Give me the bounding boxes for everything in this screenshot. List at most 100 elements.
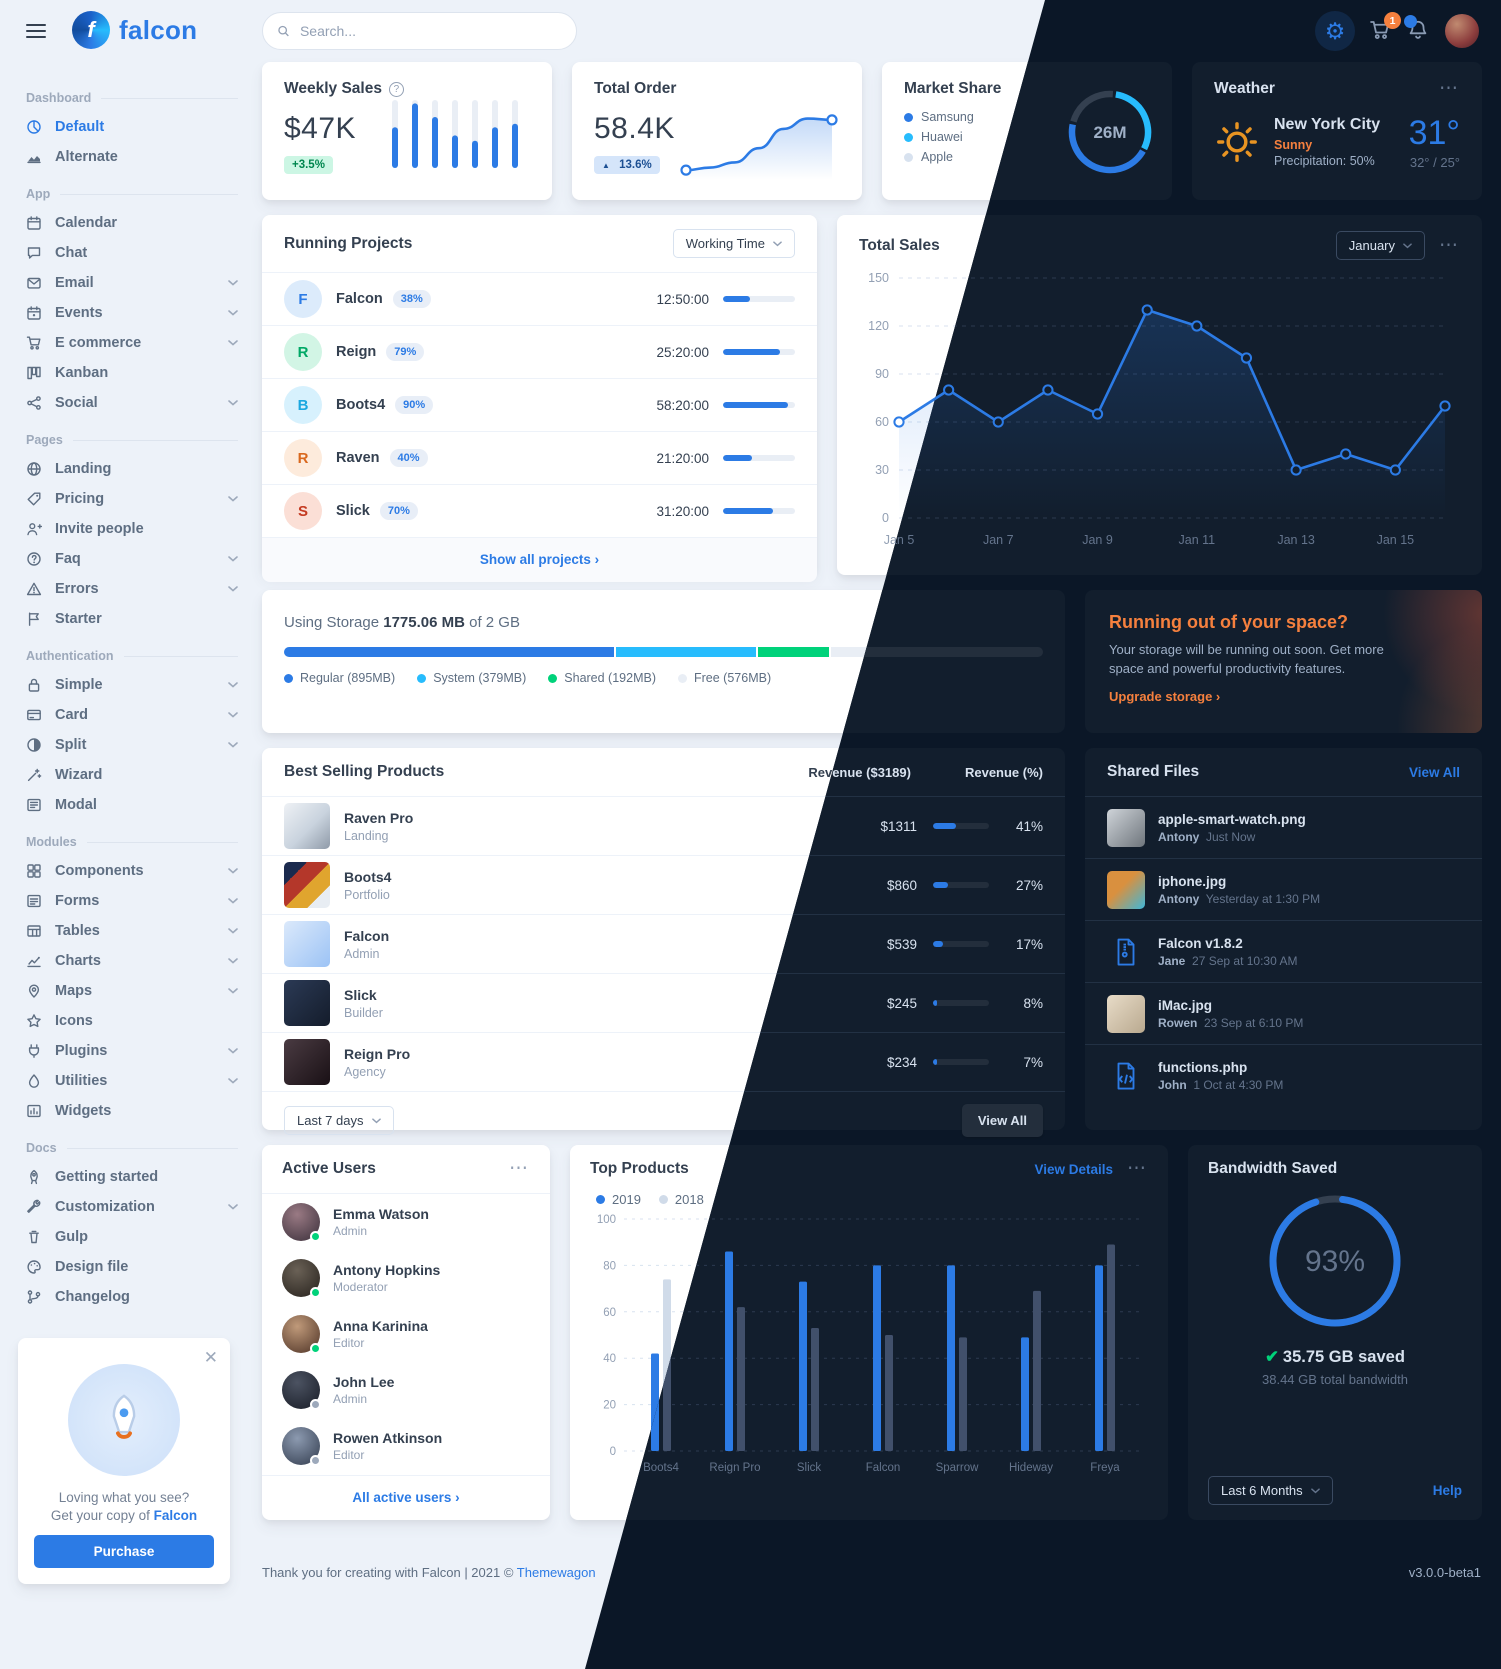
user-name[interactable]: Emma Watson xyxy=(333,1206,429,1222)
close-icon[interactable]: ✕ xyxy=(203,1348,218,1367)
svg-text:0: 0 xyxy=(882,511,889,525)
product-progress-bar xyxy=(933,1000,989,1006)
sidebar-item-charts[interactable]: Charts xyxy=(26,946,238,976)
user-avatar[interactable] xyxy=(282,1427,321,1466)
total-sales-menu-icon[interactable]: ⋯ xyxy=(1439,234,1460,256)
themewagon-link[interactable]: Themewagon xyxy=(516,1565,596,1580)
weather-menu-icon[interactable]: ⋯ xyxy=(1439,78,1460,100)
show-all-projects-link[interactable]: Show all projects › xyxy=(479,552,600,567)
product-percent: 27% xyxy=(1015,877,1043,893)
svg-text:60: 60 xyxy=(875,415,889,429)
sidebar-item-forms[interactable]: Forms xyxy=(26,886,238,916)
user-avatar[interactable] xyxy=(282,1259,321,1298)
project-name[interactable]: Slick xyxy=(336,503,370,519)
user-avatar[interactable] xyxy=(282,1315,321,1354)
sidebar-item-simple[interactable]: Simple xyxy=(26,670,238,700)
user-name[interactable]: Anna Karinina xyxy=(333,1318,428,1334)
product-name[interactable]: Reign Pro xyxy=(344,1045,411,1062)
product-name[interactable]: Raven Pro xyxy=(344,809,414,826)
sidebar-item-landing[interactable]: Landing xyxy=(26,454,238,484)
sidebar-item-social[interactable]: Social xyxy=(26,388,238,418)
upgrade-space-card: Running out of your space? Your storage … xyxy=(1085,590,1482,733)
sidebar-item-changelog[interactable]: Changelog xyxy=(26,1282,238,1312)
active-users-menu-icon[interactable]: ⋯ xyxy=(509,1158,530,1180)
legend-item: Samsung xyxy=(904,110,1150,124)
user-name[interactable]: John Lee xyxy=(333,1374,395,1390)
last-7-days-select[interactable]: Last 7 days xyxy=(284,1106,394,1135)
help-link[interactable]: Help xyxy=(1432,1483,1462,1498)
sidebar-item-kanban[interactable]: Kanban xyxy=(26,358,238,388)
sidebar-item-wizard[interactable]: Wizard xyxy=(26,760,238,790)
working-time-select[interactable]: Working Time xyxy=(672,229,795,258)
sidebar-item-chat[interactable]: Chat xyxy=(26,238,238,268)
user-name[interactable]: Antony Hopkins xyxy=(333,1262,441,1278)
sidebar-item-tables[interactable]: Tables xyxy=(26,916,238,946)
sidebar-item-default[interactable]: Default xyxy=(26,112,238,142)
sidebar-item-errors[interactable]: Errors xyxy=(26,574,238,604)
product-name[interactable]: Falcon xyxy=(344,927,390,944)
sidebar-item-maps[interactable]: Maps xyxy=(26,976,238,1006)
sidebar-item-modal[interactable]: Modal xyxy=(26,790,238,820)
file-name[interactable]: Falcon v1.8.2 xyxy=(1158,935,1243,951)
sidebar-item-invite-people[interactable]: Invite people xyxy=(26,514,238,544)
search-bar[interactable] xyxy=(262,12,577,50)
sidebar-item-getting-started[interactable]: Getting started xyxy=(26,1162,238,1192)
sidebar-item-starter[interactable]: Starter xyxy=(26,604,238,634)
sidebar-item-email[interactable]: Email xyxy=(26,268,238,298)
sidebar-item-utilities[interactable]: Utilities xyxy=(26,1066,238,1096)
sidebar-item-icons[interactable]: Icons xyxy=(26,1006,238,1036)
all-active-users-link[interactable]: All active users › xyxy=(352,1490,460,1505)
falcon-logo[interactable]: f falcon xyxy=(72,11,197,49)
user-avatar[interactable] xyxy=(282,1203,321,1242)
view-all-files-link[interactable]: View All xyxy=(1408,764,1460,780)
last-6-months-select[interactable]: Last 6 Months xyxy=(1208,1476,1333,1505)
sidebar-item-alternate[interactable]: Alternate xyxy=(26,142,238,172)
sidebar-item-faq[interactable]: Faq xyxy=(26,544,238,574)
file-name[interactable]: apple-smart-watch.png xyxy=(1158,811,1306,827)
user-avatar[interactable] xyxy=(282,1371,321,1410)
sidebar-item-pricing[interactable]: Pricing xyxy=(26,484,238,514)
file-name[interactable]: functions.php xyxy=(1158,1060,1248,1075)
sidebar-item-label: Kanban xyxy=(55,365,109,381)
top-products-menu-icon[interactable]: ⋯ xyxy=(1127,1158,1148,1180)
product-name[interactable]: Slick xyxy=(344,986,377,1003)
sidebar-item-e-commerce[interactable]: E commerce xyxy=(26,328,238,358)
project-name[interactable]: Boots4 xyxy=(336,397,386,413)
sidebar-item-widgets[interactable]: Widgets xyxy=(26,1096,238,1126)
sidebar-item-plugins[interactable]: Plugins xyxy=(26,1036,238,1066)
promo-falcon-link[interactable]: Falcon xyxy=(153,1508,198,1523)
sidebar-item-customization[interactable]: Customization xyxy=(26,1192,238,1222)
product-percent: 41% xyxy=(1015,818,1043,834)
upgrade-storage-link[interactable]: Upgrade storage › xyxy=(1109,688,1221,704)
sidebar-item-events[interactable]: Events xyxy=(26,298,238,328)
search-input[interactable] xyxy=(297,22,562,40)
project-name[interactable]: Reign xyxy=(336,344,377,360)
file-name[interactable]: iphone.jpg xyxy=(1158,873,1227,889)
sidebar-item-design-file[interactable]: Design file xyxy=(26,1252,238,1282)
sidebar-item-components[interactable]: Components xyxy=(26,856,238,886)
cart-icon[interactable]: 1 xyxy=(1369,12,1401,43)
file-name[interactable]: iMac.jpg xyxy=(1158,997,1213,1013)
sidebar-item-gulp[interactable]: Gulp xyxy=(26,1222,238,1252)
user-name[interactable]: Rowen Atkinson xyxy=(333,1430,443,1446)
bell-icon[interactable] xyxy=(1404,15,1431,43)
sidebar-item-label: Widgets xyxy=(55,1103,112,1119)
settings-gear-icon[interactable]: ⚙ xyxy=(1315,11,1355,51)
weather-range: 32° / 25° xyxy=(1409,155,1460,170)
legend-item-2018[interactable]: 2018 xyxy=(658,1192,704,1207)
user-avatar[interactable] xyxy=(1445,14,1479,48)
sidebar-item-split[interactable]: Split xyxy=(26,730,238,760)
hamburger-menu-icon[interactable] xyxy=(26,24,46,38)
help-icon[interactable]: ? xyxy=(388,81,404,97)
legend-item-2019[interactable]: 2019 xyxy=(596,1192,641,1207)
product-name[interactable]: Boots4 xyxy=(344,868,392,885)
view-all-button[interactable]: View All xyxy=(961,1104,1043,1137)
sidebar-item-card[interactable]: Card xyxy=(26,700,238,730)
project-name[interactable]: Falcon xyxy=(336,291,383,307)
sidebar-item-calendar[interactable]: Calendar xyxy=(26,208,238,238)
project-name[interactable]: Raven xyxy=(336,450,380,466)
total-sales-title: Total Sales xyxy=(859,236,940,254)
view-details-link[interactable]: View Details xyxy=(1034,1161,1113,1177)
month-select[interactable]: January xyxy=(1335,231,1425,260)
purchase-button[interactable]: Purchase xyxy=(34,1535,214,1568)
